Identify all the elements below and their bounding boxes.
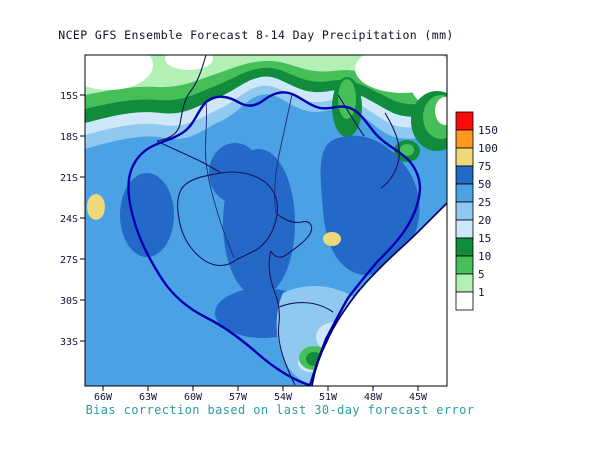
legend-value-label: 100	[478, 142, 498, 155]
legend-value-label: 75	[478, 160, 491, 173]
map-frame	[84, 54, 448, 387]
y-axis-label: 33S	[60, 337, 78, 348]
legend-color-cell	[455, 255, 474, 275]
river-line	[204, 101, 235, 259]
precip-region	[120, 173, 174, 257]
country-border	[270, 213, 313, 258]
y-axis-label: 21S	[60, 173, 78, 184]
map-content	[85, 55, 447, 386]
legend-color-cell	[455, 219, 474, 239]
river-line	[274, 93, 293, 214]
x-axis-label: 45W	[409, 392, 428, 403]
x-axis-label: 51W	[319, 392, 338, 403]
legend-value-label: 150	[478, 124, 498, 137]
ocean-area	[312, 203, 447, 386]
y-axis-label: 15S	[60, 91, 78, 102]
country-border	[380, 112, 400, 189]
y-axis-label: 24S	[60, 214, 78, 225]
country-border	[156, 140, 222, 174]
precip-region-yellow	[87, 194, 105, 220]
x-axis-label: 54W	[274, 392, 293, 403]
y-axis-label: 18S	[60, 132, 78, 143]
legend-color-cell	[455, 273, 474, 293]
legend-value-label: 1	[478, 286, 485, 299]
legend-value-label: 20	[478, 214, 491, 227]
legend-color-cell	[455, 291, 474, 311]
precip-region	[320, 135, 420, 275]
precip-region-yellow	[323, 232, 341, 246]
legend-value-label: 10	[478, 250, 491, 263]
x-axis-label: 63W	[139, 392, 158, 403]
y-axis-label: 30S	[60, 296, 78, 307]
y-axis-label: 27S	[60, 255, 78, 266]
basin-boundary	[127, 91, 422, 386]
x-axis: 66W 63W 60W 57W 54W 51W 48W 45W	[94, 386, 428, 403]
precip-region	[85, 55, 153, 90]
x-axis-label: 60W	[184, 392, 203, 403]
legend-color-cell	[455, 111, 474, 131]
x-axis-label: 66W	[94, 392, 113, 403]
country-border	[268, 250, 296, 386]
bias-note: Bias correction based on last 30-day for…	[85, 403, 475, 417]
x-axis-label: 48W	[364, 392, 383, 403]
country-border	[337, 94, 365, 137]
legend-value-label: 50	[478, 178, 491, 191]
legend-value-label: 25	[478, 196, 491, 209]
coastline	[311, 202, 447, 386]
legend-color-cell	[455, 129, 474, 149]
x-axis-label: 57W	[229, 392, 248, 403]
precip-region	[165, 55, 213, 70]
legend-colorbar: 150 100 75 50 25 20 15 10 5 1	[455, 111, 498, 311]
legend-color-cell	[455, 237, 474, 257]
legend-color-cell	[455, 165, 474, 185]
legend-color-cell	[455, 201, 474, 221]
title-line-1: NCEP GFS Ensemble Forecast 8-14 Day Prec…	[58, 28, 454, 42]
legend-color-cell	[455, 147, 474, 167]
legend-color-cell	[455, 183, 474, 203]
country-border	[156, 55, 207, 142]
legend-value-label: 15	[478, 232, 491, 245]
precip-region	[435, 97, 447, 125]
country-border	[278, 302, 334, 313]
precip-region	[223, 149, 295, 297]
precip-region	[400, 144, 414, 156]
legend-value-label: 5	[478, 268, 485, 281]
y-axis: 15S 18S 21S 24S 27S 30S 33S	[60, 91, 85, 348]
country-border	[177, 171, 279, 267]
